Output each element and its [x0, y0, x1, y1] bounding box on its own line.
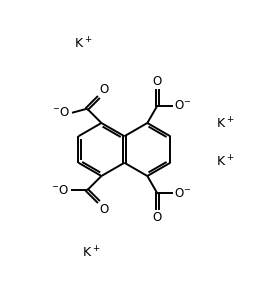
Text: K$^+$: K$^+$ [216, 155, 234, 170]
Text: $^{-}$O: $^{-}$O [51, 184, 69, 197]
Text: O: O [153, 75, 162, 88]
Text: O$^{-}$: O$^{-}$ [174, 187, 192, 200]
Text: O: O [100, 203, 109, 216]
Text: K$^+$: K$^+$ [216, 117, 234, 132]
Text: O$^{-}$: O$^{-}$ [174, 99, 192, 112]
Text: O: O [153, 211, 162, 224]
Text: K$^+$: K$^+$ [74, 36, 93, 51]
Text: K$^+$: K$^+$ [82, 245, 100, 261]
Text: O: O [100, 83, 109, 96]
Text: $^{-}$O: $^{-}$O [52, 106, 69, 119]
